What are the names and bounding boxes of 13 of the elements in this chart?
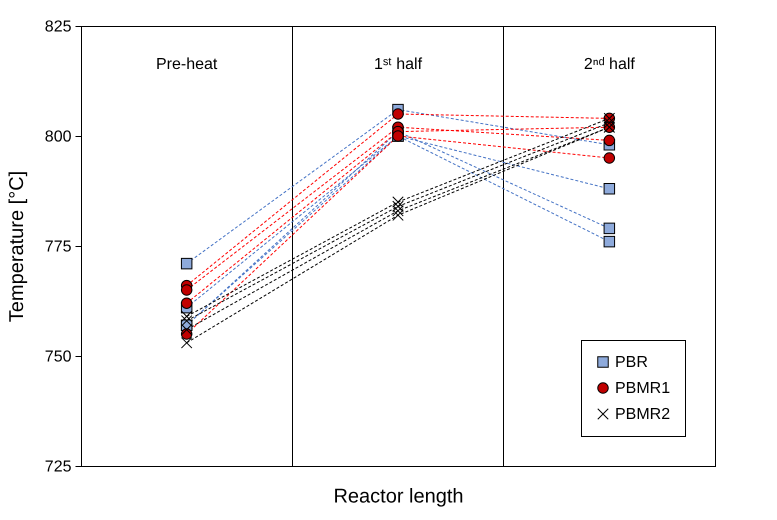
x-tick-label: Pre-heat — [156, 56, 218, 73]
y-tick-label: 800 — [44, 128, 72, 146]
x-tick-label: 2ⁿᵈ half — [584, 56, 636, 73]
legend-label: PBR — [615, 354, 648, 371]
y-axis-title: Temperature [°C] — [6, 170, 28, 322]
y-tick-label: 725 — [44, 458, 72, 476]
legend-label: PBMR2 — [615, 406, 670, 423]
x-axis-title: Reactor length — [333, 486, 464, 508]
y-tick-label: 775 — [44, 238, 72, 256]
y-tick-label: 825 — [44, 18, 72, 36]
x-tick-label: 1ˢᵗ half — [374, 56, 423, 73]
y-tick-label: 750 — [44, 348, 72, 366]
legend-label: PBMR1 — [615, 380, 670, 397]
